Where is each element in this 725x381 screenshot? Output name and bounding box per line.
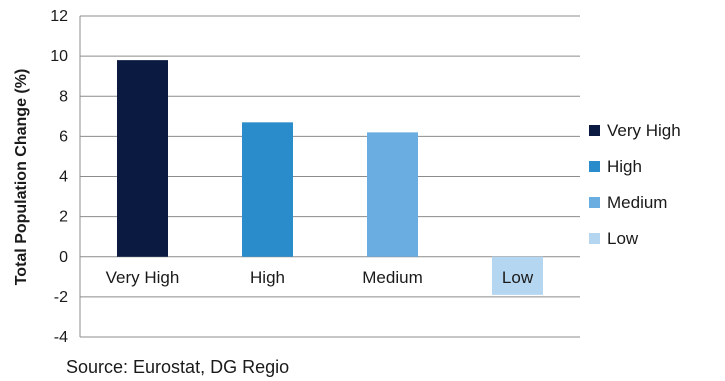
bars [117,60,543,295]
bar [117,60,168,257]
legend-label: Very High [607,121,681,140]
bar [492,256,543,295]
category-label: Very High [106,268,180,287]
y-tick-label: 10 [50,48,68,65]
legend-swatch [589,233,600,244]
y-tick-label: 2 [59,209,68,226]
y-axis-label: Total Population Change (%) [13,69,30,286]
legend-swatch [589,197,600,208]
y-tick-label: -2 [54,289,68,306]
y-tick-label: 4 [59,169,68,186]
y-axis-ticks: -4 -2 0 2 4 6 8 10 12 [50,8,68,346]
legend: Very High High Medium Low [589,121,681,248]
y-tick-label: 0 [59,249,68,266]
bar [367,132,418,257]
bar [242,122,293,257]
legend-label: High [607,157,642,176]
source-note: Source: Eurostat, DG Regio [66,357,289,377]
y-tick-label: 8 [59,88,68,105]
category-label: Medium [362,268,422,287]
legend-label: Medium [607,193,667,212]
legend-swatch [589,161,600,172]
y-tick-label: 12 [50,8,68,25]
category-label: High [250,268,285,287]
category-label: Low [502,268,534,287]
category-labels: Very High High Medium Low [106,268,534,287]
legend-swatch [589,125,600,136]
y-tick-label: -4 [54,329,68,346]
legend-label: Low [607,229,639,248]
y-tick-label: 6 [59,128,68,145]
